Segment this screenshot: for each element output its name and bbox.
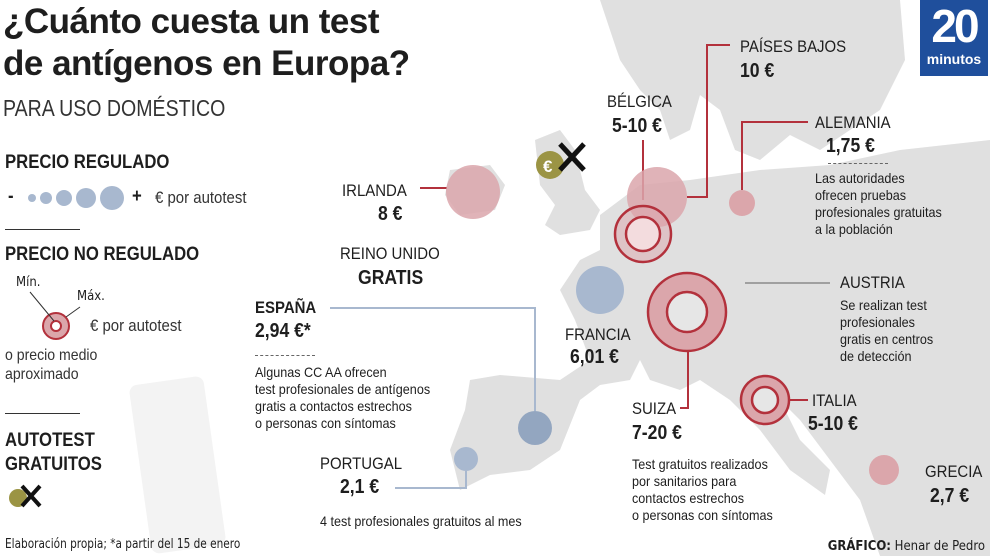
logo-word: minutos xyxy=(926,51,982,67)
label-reino-unido: REINO UNIDO xyxy=(340,244,440,263)
legend-free-title-1: AUTOTEST xyxy=(5,430,95,451)
circle-portugal xyxy=(454,447,478,471)
uk-shape xyxy=(535,130,600,235)
leader-paises-bajos xyxy=(687,44,730,198)
legend-unregulated-title: PRECIO NO REGULADO xyxy=(5,244,200,265)
note-austria: Se realizan test profesionales gratis en… xyxy=(840,297,934,364)
legend-note-2: aproximado xyxy=(5,366,79,383)
test-kit-image xyxy=(129,376,226,554)
scandinavia-shape xyxy=(600,0,905,160)
svg-text:€: € xyxy=(543,157,553,176)
note-portugal: 4 test profesionales gratuitos al mes xyxy=(320,513,522,529)
note-espana: Algunas CC AA ofrecen test profesionales… xyxy=(255,364,431,431)
legend-max: Máx. xyxy=(77,289,105,304)
divider xyxy=(828,163,888,164)
circle-grecia xyxy=(869,455,899,485)
legend-free-icon xyxy=(9,484,42,508)
legend-regulated-unit: € por autotest xyxy=(155,188,247,207)
leader-espana xyxy=(330,307,536,411)
note-suiza: Test gratuitos realizados por sanitarios… xyxy=(632,456,773,523)
price-alemania: 1,75 € xyxy=(826,135,875,157)
price-belgica: 5-10 € xyxy=(612,115,662,137)
label-alemania: ALEMANIA xyxy=(815,113,891,132)
label-grecia: GRECIA xyxy=(925,462,983,481)
label-paises-bajos: PAÍSES BAJOS xyxy=(740,37,847,56)
circle-alemania xyxy=(729,190,755,216)
label-espana: ESPAÑA xyxy=(255,298,317,317)
subtitle: PARA USO DOMÉSTICO xyxy=(3,95,226,121)
footer-credit: GRÁFICO: Henar de Pedro xyxy=(828,539,985,554)
label-portugal: PORTUGAL xyxy=(320,454,403,473)
legend-note-1: o precio medio xyxy=(5,347,98,364)
note-alemania: Las autoridades ofrecen pruebas profesio… xyxy=(815,170,942,237)
label-austria: AUSTRIA xyxy=(840,273,905,292)
legend-ring xyxy=(29,291,81,340)
price-francia: 6,01 € xyxy=(570,346,619,368)
legend-unregulated-unit: € por autotest xyxy=(90,316,182,335)
circle-espana xyxy=(518,411,552,445)
divider xyxy=(255,355,315,356)
price-suiza: 7-20 € xyxy=(632,422,682,444)
logo-20minutos: 20 minutos xyxy=(920,0,988,76)
circle-francia xyxy=(576,266,624,314)
logo-number: 20 xyxy=(931,0,979,52)
price-italia: 5-10 € xyxy=(808,413,858,435)
legend-free-title-2: GRATUITOS xyxy=(5,454,102,475)
credit-label: GRÁFICO: xyxy=(827,539,891,554)
credit-name: Henar de Pedro xyxy=(894,539,985,554)
circle-irlanda xyxy=(446,165,500,219)
price-paises-bajos: 10 € xyxy=(740,60,775,82)
price-portugal: 2,1 € xyxy=(340,476,380,498)
legend-min: Mín. xyxy=(16,275,41,290)
legend-regulated-title: PRECIO REGULADO xyxy=(5,152,170,173)
label-suiza: SUIZA xyxy=(632,399,677,418)
label-italia: ITALIA xyxy=(812,391,857,410)
leader-alemania xyxy=(741,121,808,190)
divider xyxy=(5,229,80,230)
continent-shape xyxy=(450,140,990,556)
leader-suiza xyxy=(680,352,689,409)
label-irlanda: IRLANDA xyxy=(342,181,407,200)
legend-minus: - xyxy=(8,186,14,207)
footer-source: Elaboración propia; *a partir del 15 de … xyxy=(5,537,241,552)
price-irlanda: 8 € xyxy=(378,203,403,225)
title-line1: ¿Cuánto cuesta un test xyxy=(3,2,379,41)
leader-portugal xyxy=(395,471,467,489)
free-test-icon-uk: € xyxy=(536,142,586,179)
legend-plus: + xyxy=(132,186,142,207)
price-reino-unido: GRATIS xyxy=(358,267,424,289)
legend-dots xyxy=(28,186,124,210)
label-belgica: BÉLGICA xyxy=(607,92,672,111)
price-grecia: 2,7 € xyxy=(930,485,970,507)
divider xyxy=(5,413,80,414)
title-line2: de antígenos en Europa? xyxy=(3,44,410,83)
label-francia: FRANCIA xyxy=(565,325,631,344)
price-espana: 2,94 €* xyxy=(255,320,311,342)
